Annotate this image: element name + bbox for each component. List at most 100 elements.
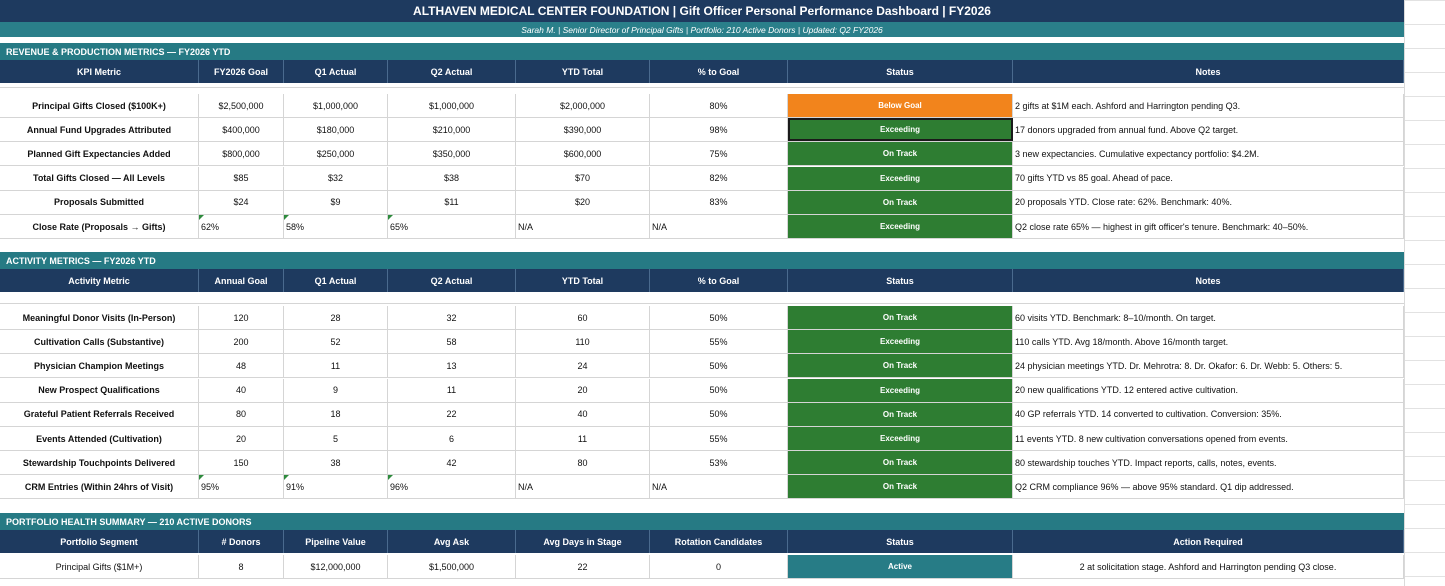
cell-ytd[interactable]: 110	[516, 330, 650, 354]
cell-pct[interactable]: 50%	[650, 402, 788, 426]
cell-pct[interactable]: 50%	[650, 378, 788, 402]
cell-ytd[interactable]: 20	[516, 378, 650, 402]
cell-metric[interactable]: Total Gifts Closed — All Levels	[0, 166, 199, 190]
cell-q2[interactable]: 58	[388, 330, 516, 354]
cell-notes[interactable]: 11 events YTD. 8 new cultivation convers…	[1013, 427, 1404, 450]
cell-ytd[interactable]: $390,000	[516, 118, 650, 142]
cell-ask[interactable]: $1,500,000	[388, 555, 516, 578]
cell-metric[interactable]: Meaningful Donor Visits (In-Person)	[0, 306, 199, 329]
cell-pct[interactable]: 82%	[650, 166, 788, 190]
cell-notes[interactable]: 17 donors upgraded from annual fund. Abo…	[1013, 118, 1404, 142]
cell-goal[interactable]: 80	[199, 402, 284, 426]
status-badge[interactable]: On Track	[788, 306, 1013, 329]
cell-metric[interactable]: Close Rate (Proposals → Gifts)	[0, 215, 199, 238]
cell-q1[interactable]: 11	[284, 354, 388, 378]
cell-ytd[interactable]: $600,000	[516, 142, 650, 166]
cell-ytd[interactable]: 24	[516, 354, 650, 378]
cell-metric[interactable]: Stewardship Touchpoints Delivered	[0, 451, 199, 475]
cell-pct[interactable]: 53%	[650, 451, 788, 475]
cell-notes[interactable]: 20 new qualifications YTD. 12 entered ac…	[1013, 378, 1404, 402]
cell-goal[interactable]: 40	[199, 378, 284, 402]
cell-goal[interactable]: $400,000	[199, 118, 284, 142]
status-badge[interactable]: Exceeding	[788, 427, 1013, 450]
status-badge[interactable]: Active	[788, 555, 1013, 578]
cell-segment[interactable]: Principal Gifts ($1M+)	[0, 555, 199, 578]
cell-pct[interactable]: 80%	[650, 94, 788, 117]
cell-goal[interactable]: 20	[199, 427, 284, 450]
cell-q2[interactable]: 96%	[388, 475, 516, 499]
cell-ytd[interactable]: 60	[516, 306, 650, 329]
status-badge[interactable]: Exceeding	[788, 166, 1013, 190]
cell-q2[interactable]: 65%	[388, 215, 516, 238]
cell-goal[interactable]: 62%	[199, 215, 284, 238]
status-badge[interactable]: On Track	[788, 354, 1013, 378]
cell-q1[interactable]: 58%	[284, 215, 388, 238]
cell-notes[interactable]: 24 physician meetings YTD. Dr. Mehrotra:…	[1013, 354, 1404, 378]
cell-q2[interactable]: 11	[388, 378, 516, 402]
cell-notes[interactable]: Q2 CRM compliance 96% — above 95% standa…	[1013, 475, 1404, 499]
cell-ytd[interactable]: 11	[516, 427, 650, 450]
cell-notes[interactable]: Q2 close rate 65% — highest in gift offi…	[1013, 215, 1404, 238]
cell-notes[interactable]: 2 gifts at $1M each. Ashford and Harring…	[1013, 94, 1404, 117]
cell-metric[interactable]: Cultivation Calls (Substantive)	[0, 330, 199, 354]
cell-goal[interactable]: 95%	[199, 475, 284, 499]
status-badge[interactable]: On Track	[788, 451, 1013, 475]
cell-metric[interactable]: Grateful Patient Referrals Received	[0, 402, 199, 426]
cell-q2[interactable]: 22	[388, 402, 516, 426]
status-badge[interactable]: On Track	[788, 475, 1013, 499]
cell-action[interactable]: 2 at solicitation stage. Ashford and Har…	[1013, 555, 1404, 578]
cell-q1[interactable]: 9	[284, 378, 388, 402]
cell-q2[interactable]: $38	[388, 166, 516, 190]
cell-q1[interactable]: $1,000,000	[284, 94, 388, 117]
cell-q1[interactable]: $180,000	[284, 118, 388, 142]
cell-q2[interactable]: 42	[388, 451, 516, 475]
cell-pct[interactable]: N/A	[650, 215, 788, 238]
cell-pipeline[interactable]: $12,000,000	[284, 555, 388, 578]
cell-metric[interactable]: Principal Gifts Closed ($100K+)	[0, 94, 199, 117]
cell-q2[interactable]: 13	[388, 354, 516, 378]
cell-q1[interactable]: 91%	[284, 475, 388, 499]
cell-goal[interactable]: 120	[199, 306, 284, 329]
cell-q1[interactable]: 38	[284, 451, 388, 475]
cell-pct[interactable]: 55%	[650, 427, 788, 450]
cell-q2[interactable]: 6	[388, 427, 516, 450]
cell-pct[interactable]: 50%	[650, 306, 788, 329]
cell-ytd[interactable]: $2,000,000	[516, 94, 650, 117]
cell-goal[interactable]: 150	[199, 451, 284, 475]
cell-pct[interactable]: 98%	[650, 118, 788, 142]
cell-q2[interactable]: $350,000	[388, 142, 516, 166]
cell-ytd[interactable]: $20	[516, 190, 650, 214]
cell-pct[interactable]: 83%	[650, 190, 788, 214]
cell-q1[interactable]: 5	[284, 427, 388, 450]
cell-goal[interactable]: $2,500,000	[199, 94, 284, 117]
cell-q2[interactable]: 32	[388, 306, 516, 329]
cell-notes[interactable]: 80 stewardship touches YTD. Impact repor…	[1013, 451, 1404, 475]
cell-notes[interactable]: 60 visits YTD. Benchmark: 8–10/month. On…	[1013, 306, 1404, 329]
cell-goal[interactable]: $85	[199, 166, 284, 190]
cell-pct[interactable]: N/A	[650, 475, 788, 499]
cell-goal[interactable]: 48	[199, 354, 284, 378]
cell-ytd[interactable]: $70	[516, 166, 650, 190]
cell-metric[interactable]: Events Attended (Cultivation)	[0, 427, 199, 450]
cell-ytd[interactable]: N/A	[516, 475, 650, 499]
cell-pct[interactable]: 55%	[650, 330, 788, 354]
cell-pct[interactable]: 75%	[650, 142, 788, 166]
cell-q2[interactable]: $11	[388, 190, 516, 214]
status-badge[interactable]: Exceeding	[788, 378, 1013, 402]
cell-notes[interactable]: 110 calls YTD. Avg 18/month. Above 16/mo…	[1013, 330, 1404, 354]
status-badge[interactable]: On Track	[788, 142, 1013, 166]
cell-metric[interactable]: New Prospect Qualifications	[0, 378, 199, 402]
cell-ytd[interactable]: N/A	[516, 215, 650, 238]
cell-q2[interactable]: $1,000,000	[388, 94, 516, 117]
cell-ytd[interactable]: 40	[516, 402, 650, 426]
cell-q1[interactable]: 52	[284, 330, 388, 354]
cell-metric[interactable]: CRM Entries (Within 24hrs of Visit)	[0, 475, 199, 499]
cell-donors[interactable]: 8	[199, 555, 284, 578]
cell-q2[interactable]: $210,000	[388, 118, 516, 142]
cell-metric[interactable]: Planned Gift Expectancies Added	[0, 142, 199, 166]
cell-notes[interactable]: 20 proposals YTD. Close rate: 62%. Bench…	[1013, 190, 1404, 214]
cell-days[interactable]: 22	[516, 555, 650, 578]
cell-ytd[interactable]: 80	[516, 451, 650, 475]
cell-metric[interactable]: Physician Champion Meetings	[0, 354, 199, 378]
cell-metric[interactable]: Annual Fund Upgrades Attributed	[0, 118, 199, 142]
